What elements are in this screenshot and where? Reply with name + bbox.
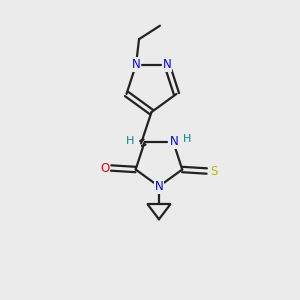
Text: N: N [163,58,171,71]
Text: O: O [100,161,109,175]
Text: N: N [132,58,140,71]
Text: S: S [210,164,218,178]
Text: H: H [125,136,134,146]
Text: N: N [169,135,178,148]
Text: H: H [183,134,191,144]
Text: N: N [154,180,163,193]
